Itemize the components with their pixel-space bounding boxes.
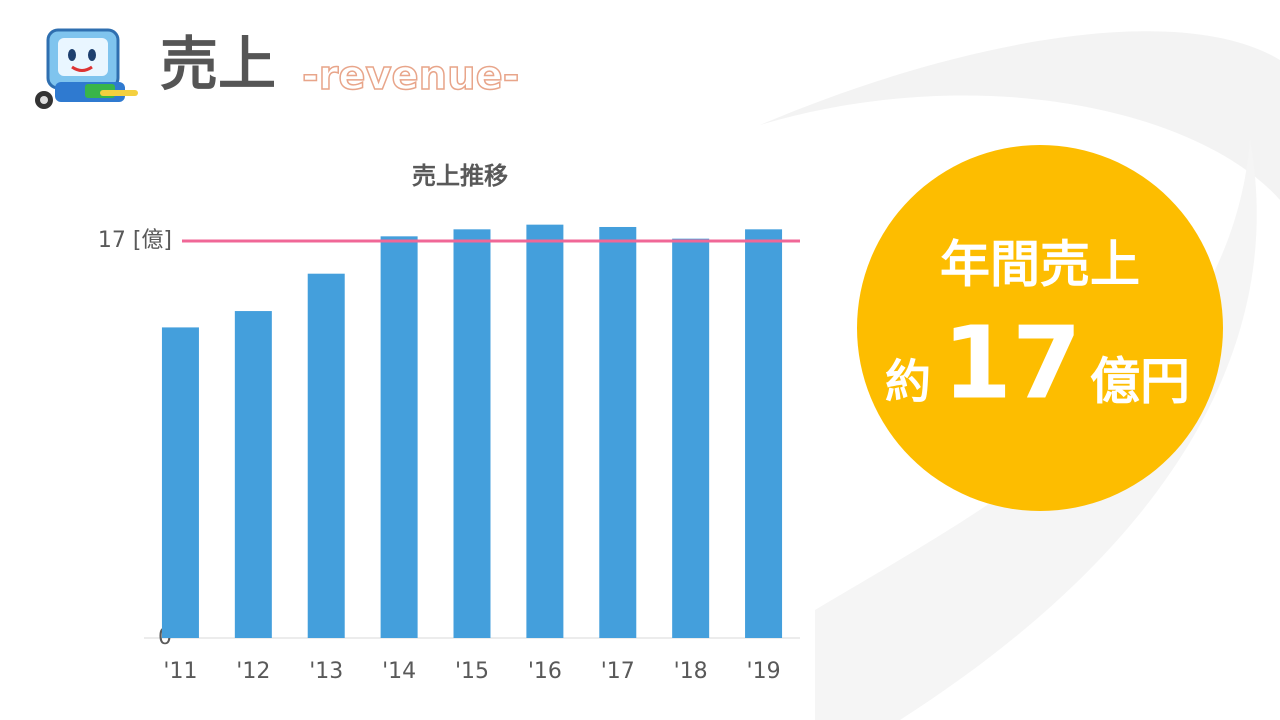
header-subtitle: -revenue- — [302, 53, 519, 99]
x-tick-label: '18 — [674, 659, 708, 684]
bar — [161, 327, 199, 638]
callout-prefix: 約 — [885, 355, 931, 409]
bar — [599, 226, 637, 639]
x-tick-label: '19 — [747, 659, 781, 684]
bg-swoosh — [760, 31, 1280, 201]
callout-value: 17 — [942, 304, 1081, 421]
chart-title: 売上推移 — [412, 162, 508, 190]
x-tick-label: '16 — [528, 659, 562, 684]
bar — [234, 311, 272, 638]
bar — [526, 224, 564, 638]
x-tick-label: '14 — [382, 659, 416, 684]
bar — [453, 229, 491, 638]
header-title: 売上 — [160, 30, 276, 98]
bg-swoosh — [815, 140, 1257, 720]
x-tick-label: '13 — [309, 659, 343, 684]
y-tick-label: 17 [億] — [98, 228, 172, 253]
callout-suffix: 億円 — [1090, 353, 1190, 411]
x-tick-label: '15 — [455, 659, 489, 684]
callout-label: 年間売上 — [940, 236, 1140, 294]
x-tick-label: '17 — [601, 659, 635, 684]
bar — [672, 238, 710, 638]
bar — [380, 236, 418, 638]
x-tick-label: '12 — [236, 659, 270, 684]
mascot — [35, 28, 138, 109]
bar — [745, 229, 783, 638]
callout-circle — [857, 145, 1223, 511]
bar — [307, 273, 345, 638]
x-tick-label: '11 — [163, 659, 197, 684]
